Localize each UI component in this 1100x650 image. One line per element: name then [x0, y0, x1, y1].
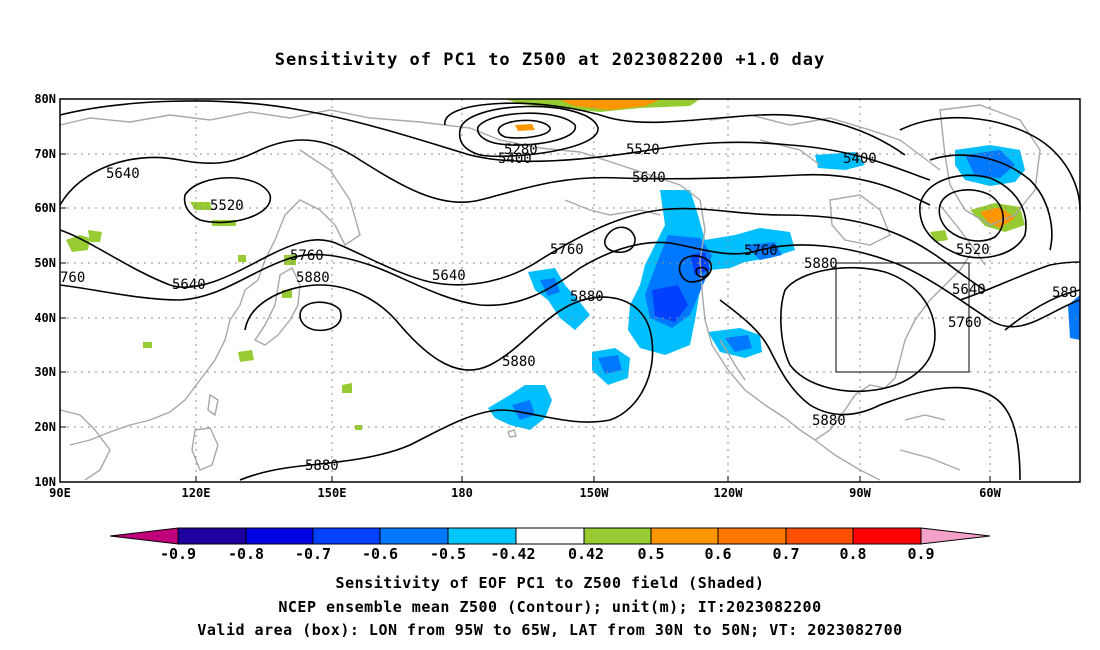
- colorbar-label: 0.9: [907, 545, 934, 563]
- map-frame: [59, 98, 1081, 483]
- caption-shaded: Sensitivity of EOF PC1 to Z500 field (Sh…: [335, 574, 765, 592]
- sensitivity-shading: [66, 99, 1080, 430]
- latitude-labels: 80N 70N 60N 50N 40N 30N 20N 10N: [34, 92, 56, 489]
- contour-label: 5760: [290, 248, 324, 264]
- colorbar-label: -0.9: [160, 545, 196, 563]
- contour-label: 5880: [570, 289, 604, 305]
- longitude-labels: 90E 120E 150E 180 150W 120W 90W 60W: [49, 486, 1001, 500]
- colorbar-label: -0.8: [228, 545, 264, 563]
- contour-label: 588: [1052, 285, 1077, 301]
- colorbar-segment: [515, 527, 585, 545]
- lon-label: 60W: [979, 486, 1001, 500]
- caption-contour: NCEP ensemble mean Z500 (Contour); unit(…: [278, 598, 822, 616]
- colorbar-label: 0.5: [637, 545, 664, 563]
- caption-valid-area: Valid area (box): LON from 95W to 65W, L…: [197, 621, 903, 639]
- contour-label: 5520: [626, 142, 660, 158]
- colorbar-segment: [447, 527, 517, 545]
- contour-label: 5760: [744, 243, 778, 259]
- lon-label: 90E: [49, 486, 71, 500]
- lat-label: 50N: [34, 256, 56, 270]
- lat-label: 60N: [34, 201, 56, 215]
- colorbar-segment: [583, 527, 652, 545]
- colorbar: -0.9 -0.8 -0.7 -0.6 -0.5 -0.42 0.42 0.5 …: [109, 527, 991, 563]
- colorbar-segment: [717, 527, 787, 545]
- lon-label: 180: [451, 486, 473, 500]
- lat-label: 30N: [34, 365, 56, 379]
- colorbar-segment: [650, 527, 719, 545]
- colorbar-segment: [312, 527, 381, 545]
- colorbar-low-end: [109, 527, 179, 545]
- colorbar-segment: [785, 527, 854, 545]
- contour-label: 5520: [210, 198, 244, 214]
- lon-label: 120W: [714, 486, 744, 500]
- contour-label: 5880: [502, 354, 536, 370]
- contour-label: 5880: [804, 256, 838, 272]
- contour-label: 5880: [305, 458, 339, 474]
- contour-label: 5400: [843, 151, 877, 167]
- lon-label: 120E: [182, 486, 211, 500]
- contour-label: 5400: [498, 151, 532, 167]
- lon-label: 90W: [849, 486, 871, 500]
- colorbar-segment: [245, 527, 314, 545]
- tick-marks: [60, 98, 991, 483]
- contour-label: 5760: [550, 242, 584, 258]
- colorbar-label: 0.6: [704, 545, 731, 563]
- lon-label: 150W: [580, 486, 610, 500]
- colorbar-label: 0.8: [839, 545, 866, 563]
- lat-label: 80N: [34, 92, 56, 106]
- contour-label: 5520: [956, 242, 990, 258]
- contour-label: 5880: [296, 270, 330, 286]
- lon-label: 150E: [318, 486, 347, 500]
- colorbar-label: -0.6: [362, 545, 398, 563]
- colorbar-segment: [379, 527, 449, 545]
- colorbar-label: -0.42: [490, 545, 535, 563]
- contour-labels: 5280 5400 5520 5640 5400 5640 5520 5640 …: [60, 142, 1077, 474]
- contour-label: 5880: [812, 413, 846, 429]
- colorbar-label: -0.5: [430, 545, 466, 563]
- contour-label: 5760: [948, 315, 982, 331]
- contour-label: 5640: [106, 166, 140, 182]
- colorbar-high-end: [920, 527, 991, 545]
- valid-area-box: [835, 262, 970, 373]
- contour-label: 5640: [172, 277, 206, 293]
- lat-label: 40N: [34, 311, 56, 325]
- lat-label: 20N: [34, 420, 56, 434]
- colorbar-segment: [177, 527, 247, 545]
- lat-lon-grid: [60, 99, 1080, 482]
- colorbar-segment: [852, 527, 922, 545]
- lat-label: 10N: [34, 475, 56, 489]
- z500-contours: [59, 100, 1081, 481]
- contour-label: 5640: [632, 170, 666, 186]
- contour-label: 760: [60, 270, 85, 286]
- contour-label: 5640: [432, 268, 466, 284]
- contour-label: 5280: [504, 142, 538, 158]
- lat-label: 70N: [34, 147, 56, 161]
- colorbar-label: -0.7: [295, 545, 331, 563]
- map-title: Sensitivity of PC1 to Z500 at 2023082200…: [274, 50, 826, 70]
- colorbar-label: 0.7: [772, 545, 799, 563]
- colorbar-label: 0.42: [568, 545, 604, 563]
